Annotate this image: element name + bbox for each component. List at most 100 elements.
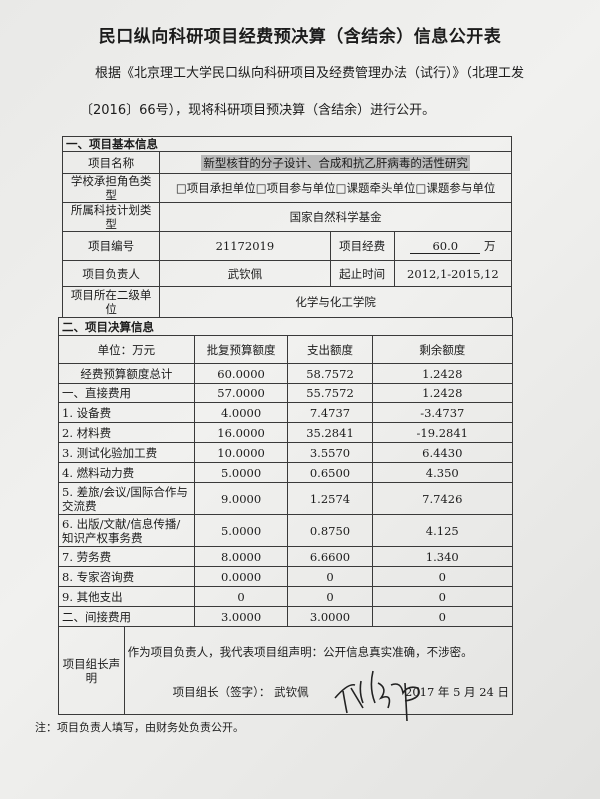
- approved-budget: 5.0000: [193, 462, 289, 483]
- budget-table: 二、项目决算信息 单位：万元 批复预算额度 支出额度 剩余额度 经费预算额度总计…: [58, 317, 514, 722]
- row-label: 经费预算额度总计: [58, 363, 195, 384]
- budget-row: 4. 燃料动力费 5.0000 0.6500 4.350: [58, 462, 514, 483]
- column-header: 支出额度: [287, 335, 373, 364]
- remaining: 6.4430: [371, 442, 514, 463]
- section1-header: 一、项目基本信息: [62, 136, 512, 152]
- expenditure: 58.7572: [287, 363, 373, 384]
- expenditure: 3.0000: [287, 606, 373, 627]
- funding-value: 60.0: [410, 239, 481, 254]
- basic-info-table: 一、项目基本信息 项目名称 新型核苷的分子设计、合成和抗乙肝病毒的活性研究 学校…: [61, 136, 513, 318]
- role-option: □项目承担单位: [175, 181, 256, 195]
- leader-label: 项目负责人: [61, 260, 161, 287]
- budget-row: 3. 测试化验加工费 10.0000 3.5570 6.4430: [58, 442, 514, 463]
- budget-row: 5. 差旅/会议/国际合作与交流费 9.0000 1.2574 7.7426: [58, 482, 514, 515]
- row-label: 一、直接费用: [58, 383, 195, 403]
- remaining: 1.2428: [371, 363, 514, 384]
- budget-row: 经费预算额度总计 60.0000 58.7572 1.2428: [58, 363, 514, 384]
- approved-budget: 3.0000: [193, 606, 289, 627]
- row-label: 3. 测试化验加工费: [58, 442, 195, 463]
- remaining: 4.350: [371, 462, 514, 483]
- role-option: □课题参与单位: [415, 181, 496, 195]
- approved-budget: 8.0000: [193, 546, 289, 567]
- page-title: 民口纵向科研项目经费预决算（含结余）信息公开表: [98, 27, 502, 47]
- expenditure: 1.2574: [287, 482, 373, 515]
- remaining: 4.125: [371, 514, 514, 547]
- budget-row: 一、直接费用 57.0000 55.7572 1.2428: [58, 383, 514, 403]
- row-label: 1. 设备费: [58, 402, 195, 423]
- number-value: 21172019: [159, 231, 331, 261]
- remaining: 7.7426: [371, 482, 514, 515]
- sign-date: 2017 年 5 月 24 日: [405, 685, 509, 699]
- funding-unit: 万: [483, 238, 496, 253]
- name-label: 项目名称: [61, 151, 161, 174]
- budget-row: 二、间接费用 3.0000 3.0000 0: [58, 606, 514, 627]
- budget-row: 7. 劳务费 8.0000 6.6600 1.340: [58, 546, 514, 567]
- role-label: 学校承担角色类型: [61, 173, 161, 203]
- column-header: 批复预算额度: [193, 335, 289, 364]
- expenditure: 55.7572: [287, 383, 373, 403]
- remaining: 0: [371, 586, 514, 607]
- approved-budget: 10.0000: [193, 442, 289, 463]
- row-label: 7. 劳务费: [58, 546, 195, 567]
- role-option: □课题牵头单位: [335, 181, 416, 195]
- expenditure: 6.6600: [287, 546, 373, 567]
- intro-text-line2: 〔2016〕66号），现将科研项目预决算（含结余）进行公开。: [80, 103, 436, 118]
- sign-name: 武钦佩: [274, 685, 309, 699]
- budget-row: 8. 专家咨询费 0.0000 0 0: [58, 566, 514, 587]
- funding-label: 项目经费: [329, 231, 395, 261]
- remaining: 1.340: [371, 546, 514, 567]
- row-label: 4. 燃料动力费: [58, 462, 195, 483]
- role-option: □项目参与单位: [255, 181, 336, 195]
- expenditure: 0.6500: [287, 462, 373, 483]
- budget-row: 6. 出版/文献/信息传播/知识产权事务费 5.0000 0.8750 4.125: [58, 514, 514, 547]
- expenditure: 0: [287, 566, 373, 587]
- remaining: 0: [371, 566, 514, 587]
- expenditure: 3.5570: [287, 442, 373, 463]
- section2-header: 二、项目决算信息: [58, 317, 513, 336]
- approved-budget: 9.0000: [193, 482, 289, 515]
- period-label: 起止时间: [329, 260, 395, 287]
- column-header: 剩余额度: [371, 335, 514, 364]
- footnote: 注：项目负责人填写，由财务处负责公开。: [35, 721, 244, 734]
- row-label: 5. 差旅/会议/国际合作与交流费: [58, 482, 195, 515]
- statement-label: 项目组长声明: [58, 626, 125, 715]
- expenditure: 35.2841: [287, 422, 373, 443]
- plan-value: 国家自然科学基金: [159, 202, 512, 232]
- remaining: 0: [371, 606, 514, 627]
- statement-text: 作为项目负责人，我代表项目组声明：公开信息真实准确，不涉密。: [127, 645, 473, 659]
- leader-value: 武钦佩: [159, 260, 331, 287]
- remaining: 1.2428: [371, 383, 514, 403]
- role-options: □项目承担单位□项目参与单位□课题牵头单位□课题参与单位: [159, 173, 512, 203]
- row-label: 8. 专家咨询费: [58, 566, 195, 587]
- sign-label: 项目组长（签字）：: [172, 685, 271, 699]
- dept-label: 项目所在二级单位: [61, 286, 161, 318]
- approved-budget: 57.0000: [193, 383, 289, 403]
- approved-budget: 0.0000: [193, 566, 289, 587]
- budget-row: 1. 设备费 4.0000 7.4737 -3.4737: [58, 402, 514, 423]
- number-label: 项目编号: [61, 231, 161, 261]
- dept-value: 化学与化工学院: [159, 286, 512, 318]
- approved-budget: 0: [193, 586, 289, 607]
- approved-budget: 60.0000: [193, 363, 289, 384]
- form-body: 一、项目基本信息 项目名称 新型核苷的分子设计、合成和抗乙肝病毒的活性研究 学校…: [35, 136, 514, 735]
- expenditure: 0: [287, 586, 373, 607]
- plan-label: 所属科技计划类型: [61, 202, 161, 232]
- intro-text-line1: 根据《北京理工大学民口纵向科研项目及经费管理办法（试行）》（北理工发: [95, 66, 525, 81]
- row-label: 2. 材料费: [58, 422, 195, 443]
- column-header: 单位：万元: [58, 335, 195, 364]
- remaining: -3.4737: [371, 402, 514, 423]
- expenditure: 0.8750: [287, 514, 373, 547]
- row-label: 6. 出版/文献/信息传播/知识产权事务费: [58, 514, 195, 547]
- budget-row: 9. 其他支出 0 0 0: [58, 586, 514, 607]
- handwritten-signature: [334, 670, 420, 722]
- budget-row: 2. 材料费 16.0000 35.2841 -19.2841: [58, 422, 514, 443]
- expenditure: 7.4737: [287, 402, 373, 423]
- row-label: 9. 其他支出: [58, 586, 195, 607]
- project-name: 新型核苷的分子设计、合成和抗乙肝病毒的活性研究: [201, 154, 470, 171]
- approved-budget: 16.0000: [193, 422, 289, 443]
- approved-budget: 5.0000: [193, 514, 289, 547]
- row-label: 二、间接费用: [58, 606, 195, 627]
- period-value: 2012,1-2015,12: [393, 260, 513, 287]
- approved-budget: 4.0000: [193, 402, 289, 423]
- remaining: -19.2841: [371, 422, 514, 443]
